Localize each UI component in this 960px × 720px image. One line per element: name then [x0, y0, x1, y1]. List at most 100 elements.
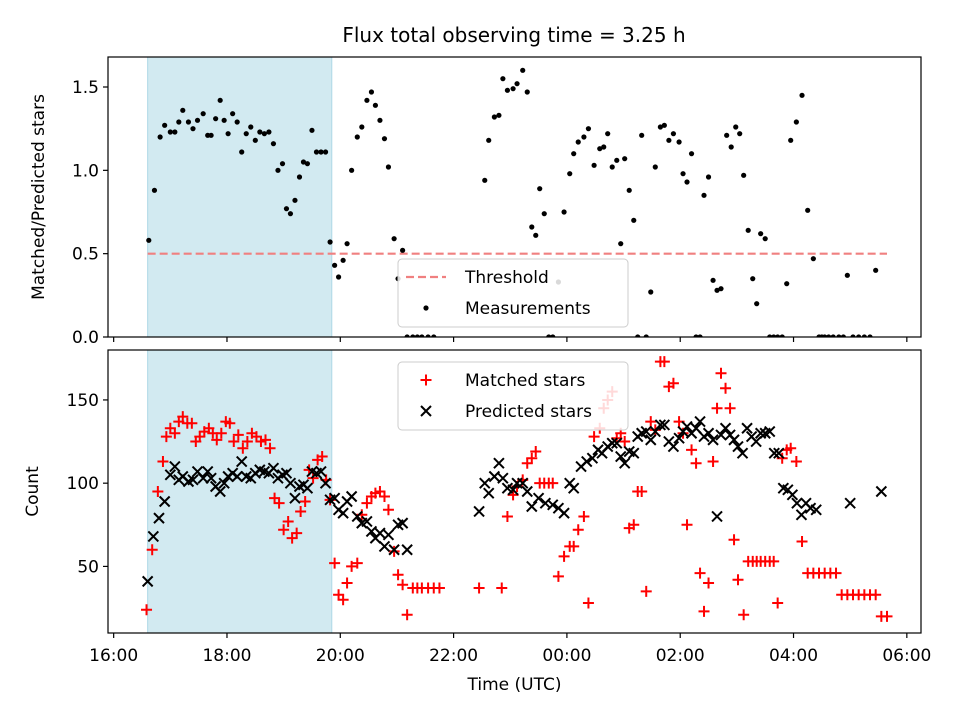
predicted-point [361, 515, 373, 528]
data-point [176, 119, 182, 125]
data-point [309, 127, 315, 133]
matched-point [329, 557, 341, 569]
plot-area [141, 356, 893, 622]
data-point [793, 119, 799, 125]
predicted-point [654, 419, 667, 431]
matched-point [361, 497, 373, 509]
legend-label: Measurements [465, 299, 591, 319]
predicted-point [728, 434, 740, 446]
data-point [520, 67, 526, 73]
x-tick-label: 02:00 [656, 646, 705, 666]
data-point [261, 131, 267, 137]
matched-point [295, 505, 307, 517]
data-point [157, 134, 163, 140]
series-predicted-stars [141, 415, 888, 588]
data-point [327, 239, 333, 245]
data-point [741, 172, 747, 178]
matched-point [401, 609, 413, 621]
data-point [844, 272, 850, 278]
matched-point [273, 497, 285, 509]
data-point [368, 89, 375, 95]
matched-point [378, 490, 390, 502]
predicted-point [628, 447, 640, 459]
data-point [754, 301, 760, 307]
matched-point [382, 504, 394, 516]
data-point [172, 129, 178, 135]
data-point [404, 334, 410, 337]
legend-box [397, 258, 629, 328]
matched-point [397, 579, 409, 591]
data-point [591, 162, 597, 168]
x-tick-label: 16:00 [89, 646, 138, 666]
matched-point [636, 486, 648, 497]
data-point [266, 129, 272, 135]
legend-label: Predicted stars [465, 402, 592, 422]
legend-swatch [420, 405, 432, 417]
data-point [541, 211, 547, 217]
data-point [676, 139, 682, 145]
data-point [217, 97, 223, 103]
data-point [822, 334, 828, 337]
predicted-point [378, 540, 391, 553]
data-point [200, 111, 206, 117]
data-point [840, 334, 846, 337]
predicted-point [147, 530, 160, 543]
data-point [213, 116, 219, 122]
data-point [279, 161, 286, 167]
predicted-point [786, 489, 799, 501]
legend-swatch [420, 374, 432, 386]
predicted-point [694, 415, 706, 428]
data-point [287, 211, 294, 217]
matched-point [728, 534, 740, 546]
legend: Threshold Measurements [397, 258, 629, 328]
matched-point [264, 442, 276, 454]
predicted-point [214, 485, 226, 498]
matched-point [711, 402, 723, 414]
matched-point [690, 457, 702, 469]
data-point [491, 114, 497, 120]
data-point [225, 131, 231, 137]
predicted-point [374, 527, 386, 539]
predicted-point [658, 419, 671, 431]
predicted-point [164, 469, 177, 481]
matched-point [157, 456, 169, 468]
predicted-point [497, 472, 509, 484]
y-tick-label: 1.5 [72, 78, 99, 98]
matched-point [658, 356, 670, 368]
data-point [680, 171, 686, 177]
legend-label: Threshold [464, 268, 549, 288]
data-point [221, 117, 227, 123]
matched-point [738, 609, 750, 621]
data-point [257, 129, 263, 135]
data-point [873, 267, 879, 273]
predicted-point [526, 500, 538, 513]
predicted-point [875, 485, 888, 498]
data-point [529, 224, 535, 230]
predicted-point [365, 525, 378, 538]
data-point [243, 131, 249, 137]
matched-point [724, 402, 736, 414]
matched-point [572, 524, 584, 536]
predicted-point [351, 510, 363, 523]
data-point [661, 122, 667, 128]
data-point [318, 149, 324, 155]
y-tick-label: 100 [67, 474, 99, 494]
data-point [561, 209, 567, 215]
predicted-point [473, 505, 485, 518]
data-point [643, 334, 649, 337]
matched-point [169, 427, 181, 439]
data-point [344, 241, 350, 247]
data-point [718, 286, 724, 292]
predicted-point [719, 422, 732, 434]
data-point [332, 262, 338, 268]
data-point [733, 124, 739, 130]
matched-point [720, 382, 732, 394]
data-point [431, 334, 437, 337]
matched-point [228, 436, 240, 448]
data-point [693, 334, 699, 337]
data-point [705, 174, 712, 180]
data-point [710, 277, 716, 283]
predicted-point [567, 482, 580, 494]
data-point [292, 197, 298, 203]
observing-window-shade [147, 349, 333, 634]
